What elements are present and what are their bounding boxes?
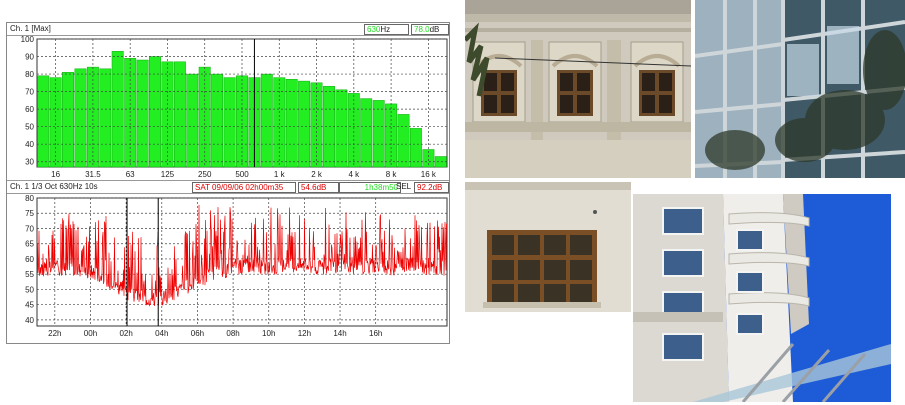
sel-label: SEL <box>396 182 412 191</box>
spectrum-bar <box>347 93 360 168</box>
timeline-xtick-label: 00h <box>84 329 97 338</box>
timeline-xtick-label: 06h <box>191 329 204 338</box>
spectrum-xtick-label: 8 k <box>386 170 398 179</box>
spectrum-bar <box>161 61 174 168</box>
spectrum-bar <box>99 68 112 168</box>
spectrum-xtick-label: 2 k <box>311 170 323 179</box>
photo-glass-curtain-wall <box>695 0 905 178</box>
timeline-ytick-label: 70 <box>25 224 34 233</box>
spectrum-xtick-label: 500 <box>235 170 249 179</box>
spectrum-xtick-label: 4 k <box>348 170 360 179</box>
spectrum-bar <box>409 128 422 168</box>
spectrum-bar <box>422 149 435 168</box>
timeline-channel-label: Ch. 1 1/3 Oct 630Hz 10s <box>10 182 98 191</box>
level-unit: dB <box>429 25 440 34</box>
spectrum-ytick-label: 40 <box>25 140 34 149</box>
timeline-xtick-label: 16h <box>369 329 382 338</box>
spectrum-header: Ch. 1 [Max] 630Hz 78.0dB <box>7 23 449 36</box>
spectrum-bar <box>173 61 186 168</box>
spectrum-xtick-label: 250 <box>198 170 212 179</box>
spectrum-bar <box>360 98 373 168</box>
spectrum-ytick-label: 50 <box>25 123 34 132</box>
spectrum-bar <box>260 73 273 168</box>
timeline-xtick-label: 14h <box>333 329 346 338</box>
spectrum-bar <box>37 75 50 168</box>
timeline-xtick-label: 02h <box>119 329 132 338</box>
timeline-xtick-label: 22h <box>48 329 61 338</box>
spectrum-bar <box>149 56 161 168</box>
spectrum-ytick-label: 100 <box>21 36 35 44</box>
spectrum-ytick-label: 70 <box>25 88 34 97</box>
spectrum-chart: 30 40 50 60 70 80 90 100 16 31.5 63 125 250 500 1 k 2 k… <box>21 36 448 179</box>
spectrum-bar <box>223 77 236 168</box>
spectrum-bar <box>335 89 348 168</box>
frequency-unit: Hz <box>380 25 391 34</box>
photo-wooden-window <box>465 182 631 312</box>
frequency-readout: 630Hz <box>364 24 409 35</box>
spectrum-xtick-label: 125 <box>161 170 175 179</box>
spectrum-bar <box>186 73 199 168</box>
timeline-ytick-label: 65 <box>25 240 34 249</box>
spectrum-ytick-label: 90 <box>25 53 34 62</box>
spectrum-bar <box>236 75 248 168</box>
analyzer-panel: Ch. 1 [Max] 630Hz 78.0dB 30 40 50 60 70 80 90 1… <box>6 22 450 344</box>
photo-high-rise <box>633 194 891 402</box>
timeline-header: Ch. 1 1/3 Oct 630Hz 10s SAT 09/09/06 02h… <box>7 180 449 194</box>
leq-readout: 54.6dB <box>298 182 339 193</box>
spectrum-xtick-label: 1 k <box>274 170 286 179</box>
timeline-ytick-label: 60 <box>25 255 34 264</box>
photo-historic-facade <box>465 0 691 178</box>
spectrum-bar <box>62 72 74 168</box>
duration-readout: 1h38m50 <box>339 182 401 193</box>
spectrum-xtick-label: 31.5 <box>85 170 101 179</box>
datetime-readout: SAT 09/09/06 02h00m35 <box>192 182 296 193</box>
spectrum-xtick-label: 63 <box>126 170 135 179</box>
spectrum-bar <box>74 68 87 168</box>
spectrum-ytick-label: 30 <box>25 158 34 167</box>
timeline-ytick-label: 45 <box>25 301 34 310</box>
timeline-ytick-label: 75 <box>25 209 34 218</box>
spectrum-bar <box>49 77 62 168</box>
timeline-xtick-label: 10h <box>262 329 275 338</box>
timeline-ytick-label: 50 <box>25 285 34 294</box>
spectrum-bar <box>136 59 149 168</box>
spectrum-bar <box>211 73 224 168</box>
spectrum-xtick-label: 16 k <box>421 170 437 179</box>
timeline-xtick-label: 04h <box>155 329 168 338</box>
level-value: 78.0 <box>414 25 430 34</box>
spectrum-ytick-label: 80 <box>25 70 34 79</box>
spectrum-bar <box>285 79 298 168</box>
sel-readout: 92.2dB <box>414 182 449 193</box>
spectrum-bar <box>372 100 385 168</box>
level-readout: 78.0dB <box>411 24 449 35</box>
spectrum-bar <box>273 77 286 168</box>
timeline-ytick-label: 55 <box>25 270 34 279</box>
spectrum-xtick-label: 16 <box>51 170 60 179</box>
spectrum-bar <box>397 114 410 168</box>
timeline-xtick-label: 12h <box>298 329 311 338</box>
frequency-value: 630 <box>367 25 381 34</box>
timeline-chart: 40 45 50 55 60 65 70 75 80 22h 00h 02h 04h 06h 08h 10h 1… <box>25 194 448 338</box>
spectrum-channel-label: Ch. 1 [Max] <box>10 24 51 33</box>
timeline-xtick-label: 08h <box>226 329 239 338</box>
timeline-trace <box>36 204 448 307</box>
timeline-ytick-label: 80 <box>25 194 34 203</box>
timeline-ytick-label: 40 <box>25 316 34 325</box>
spectrum-ytick-label: 60 <box>25 105 34 114</box>
spectrum-bar <box>434 156 447 168</box>
spectrum-bar <box>298 80 311 168</box>
